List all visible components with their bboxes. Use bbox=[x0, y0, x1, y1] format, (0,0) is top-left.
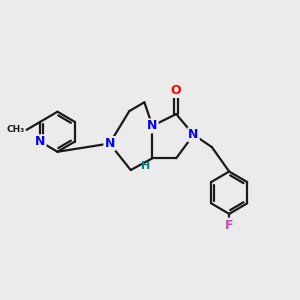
Text: N: N bbox=[35, 135, 46, 148]
Text: O: O bbox=[171, 84, 181, 97]
Text: H: H bbox=[141, 161, 151, 172]
Text: N: N bbox=[147, 119, 158, 132]
Text: CH₃: CH₃ bbox=[6, 125, 24, 134]
Text: N: N bbox=[188, 128, 199, 141]
Text: F: F bbox=[225, 219, 233, 232]
Text: N: N bbox=[104, 137, 115, 150]
